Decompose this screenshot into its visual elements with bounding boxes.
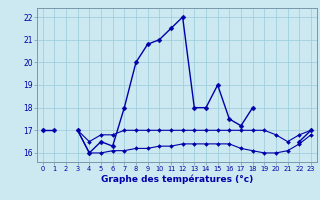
X-axis label: Graphe des températures (°c): Graphe des températures (°c): [101, 175, 253, 184]
